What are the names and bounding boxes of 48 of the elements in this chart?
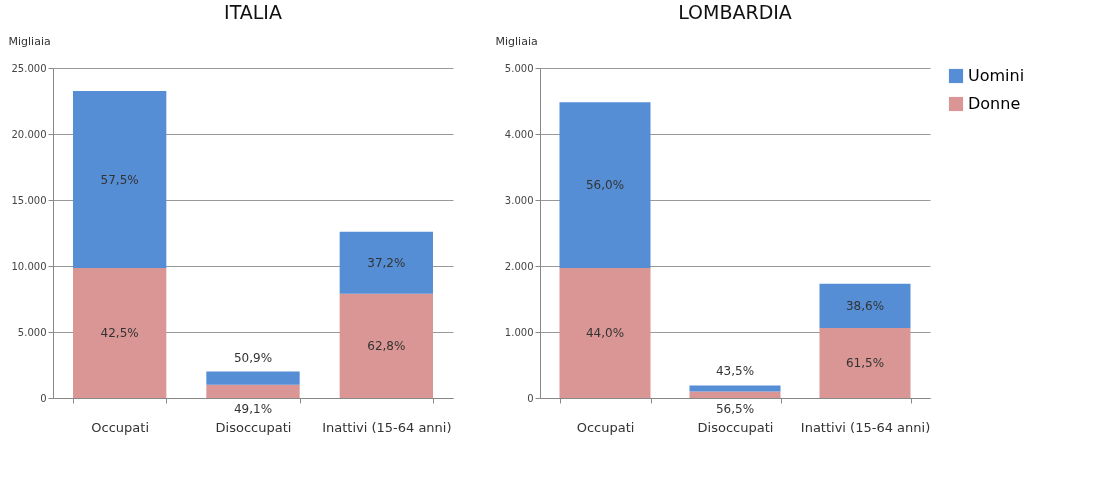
y-tick-label: 20.000 [11,128,47,140]
bar [819,328,911,398]
bar [206,384,300,398]
y-tick-label: 25.000 [11,62,47,74]
chart-title: ITALIA [224,1,282,23]
x-tick-label: Inattivi (15-64 anni) [800,419,931,435]
text: 49,1% [233,402,273,416]
annotation: 38,6% [845,298,885,313]
annotation: 56,0% [585,178,625,193]
y-tick-label: 3.000 [504,194,534,206]
bar [206,371,300,385]
bar [819,283,911,329]
annotation: 62,8% [367,338,406,353]
bar [339,231,433,294]
x-tick-label: Inattivi (15-64 anni) [322,419,452,435]
bar [73,91,167,268]
y-tick-label: 0 [40,392,47,404]
y-tick-label: 5.000 [17,326,47,338]
y-axis-title: Migliaia [495,34,538,48]
text: 56,5% [715,402,755,416]
y-tick-label: 2.000 [504,260,534,272]
legend-label: Donne [968,94,1021,113]
y-tick-label: 0 [527,392,534,404]
y-tick-label: 15.000 [11,194,47,206]
y-tick-label: 5.000 [504,62,534,74]
annotation: 50,9% [233,350,273,365]
bar [73,267,167,398]
bar [689,391,781,398]
bar [559,102,651,268]
chart-title: LOMBARDIA [678,1,792,23]
bar [339,293,433,398]
y-tick-label: 1.000 [504,326,534,338]
annotation: 43,5% [715,364,755,379]
y-tick-label: 4.000 [504,128,534,140]
legend-label: Uomini [968,66,1025,85]
x-tick-label: Occupati [91,419,150,435]
annotation: 57,5% [100,172,139,187]
x-tick-label: Disoccupati [697,419,774,435]
x-tick-label: Disoccupati [215,419,292,435]
annotation: 44,0% [585,325,625,340]
bar [559,267,651,398]
annotation: 61,5% [845,356,885,371]
bar [689,385,781,392]
y-tick-label: 10.000 [11,260,47,272]
annotation: 37,2% [367,255,406,270]
annotation: 42,5% [100,325,139,340]
y-axis-title: Migliaia [8,34,51,48]
x-tick-label: Occupati [576,419,635,435]
